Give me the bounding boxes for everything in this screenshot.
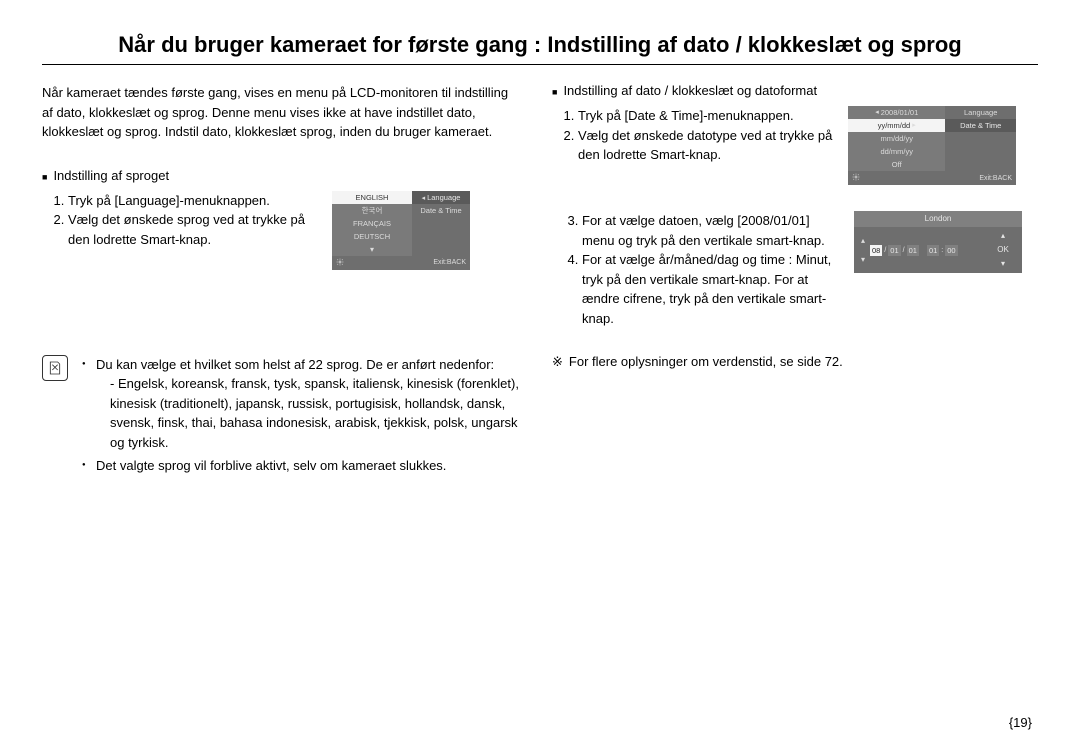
triangle-right-icon: ▸ <box>910 119 916 132</box>
lcd-menu-language-label: Language <box>427 193 460 202</box>
lcd-menu-empty1 <box>412 217 470 230</box>
date-step-1: Tryk på [Date & Time]-menuknappen. <box>578 106 836 126</box>
triangle-up-icon[interactable]: ▴ <box>861 236 865 245</box>
lcd-dateedit-screen: London ▴ ▾ 08/ 01/ 01 01: 00 <box>854 211 1022 273</box>
chevron-down-icon: ▾ <box>370 245 374 254</box>
date-step-2: Vælg det ønskede datotype ved at trykke … <box>578 126 836 165</box>
arrow-down-button[interactable]: ▾ <box>988 257 1018 271</box>
lcd-menu-empty2 <box>412 230 470 243</box>
language-steps: Tryk på [Language]-menuknappen. Vælg det… <box>42 191 322 250</box>
date-part-month[interactable]: 01 <box>888 245 900 256</box>
date-pieces: 08/ 01/ 01 01: 00 <box>868 245 988 256</box>
gear-icon <box>852 173 860 183</box>
note-list: Du kan vælge et hvilket som helst af 22 … <box>82 355 522 480</box>
section-language-heading: ■ Indstilling af sproget <box>42 168 522 183</box>
lcd-menu-language-r[interactable]: Language <box>945 106 1016 119</box>
reference-mark-icon: ※ <box>552 354 563 370</box>
lcd-menu-empty1r <box>945 132 1016 145</box>
lcd-dateformat-screen: ◂2008/01/01 yy/mm/dd▸ mm/dd/yy dd/mm/yy … <box>848 106 1016 185</box>
page-title: Når du bruger kameraet for første gang :… <box>42 28 1038 65</box>
lcd-city-label[interactable]: London <box>854 211 1022 227</box>
date-part-hour[interactable]: 01 <box>927 245 939 256</box>
bullet-square-icon: ■ <box>42 172 47 182</box>
lcd-date-item-0[interactable]: ◂2008/01/01 <box>848 106 945 119</box>
section-date-heading: ■ Indstilling af dato / klokkeslæt og da… <box>552 83 1038 98</box>
lcd-lang-item-korean[interactable]: 한국어 <box>332 204 412 217</box>
intro-text: Når kameraet tændes første gang, vises e… <box>42 83 522 142</box>
date-step-4: For at vælge år/måned/dag og time : Minu… <box>582 250 842 328</box>
lcd-date-item-3[interactable]: dd/mm/yy <box>848 145 945 158</box>
date-part-day[interactable]: 01 <box>907 245 919 256</box>
date-steps-1-2: Tryk på [Date & Time]-menuknappen. Vælg … <box>552 106 836 165</box>
worldtime-note: ※ For flere oplysninger om verdenstid, s… <box>552 354 1038 370</box>
date-part-min[interactable]: 00 <box>945 245 957 256</box>
worldtime-text: For flere oplysninger om verdenstid, se … <box>569 354 843 369</box>
lcd-exit-label[interactable]: Exit:BACK <box>433 259 466 266</box>
ok-button[interactable]: OK <box>988 243 1018 257</box>
date-part-year[interactable]: 08 <box>870 245 882 256</box>
date-steps-3-4: For at vælge datoen, vælg [2008/01/01] m… <box>552 211 842 328</box>
note-line-1-sub: - Engelsk, koreansk, fransk, tysk, spans… <box>96 374 522 452</box>
date-step-3: For at vælge datoen, vælg [2008/01/01] m… <box>582 211 842 250</box>
triangle-down-icon[interactable]: ▾ <box>861 255 865 264</box>
lcd-menu-language[interactable]: ◂Language <box>412 191 470 204</box>
lcd-date-item-0-label: 2008/01/01 <box>881 106 919 119</box>
arrow-up-button[interactable]: ▴ <box>988 229 1018 243</box>
lcd-lang-item-deutsch[interactable]: DEUTSCH <box>332 230 412 243</box>
bullet-square-icon: ■ <box>552 87 557 97</box>
page-number: {19} <box>1009 715 1032 730</box>
lcd-language-screen: ENGLISH 한국어 FRANÇAIS DEUTSCH ▾ ◂Language… <box>332 191 470 270</box>
right-column: ■ Indstilling af dato / klokkeslæt og da… <box>552 83 1038 480</box>
note-line-2: Det valgte sprog vil forblive aktivt, se… <box>82 456 522 476</box>
lcd-menu-datetime-r[interactable]: Date & Time <box>945 119 1016 132</box>
lcd-exit-label-2[interactable]: Exit:BACK <box>979 175 1012 182</box>
lang-step-2: Vælg det ønskede sprog ved at trykke på … <box>68 210 322 249</box>
gear-icon <box>336 258 344 268</box>
section-language-title: Indstilling af sproget <box>53 168 169 183</box>
left-column: Når kameraet tændes første gang, vises e… <box>42 83 522 480</box>
lcd-lang-more-down[interactable]: ▾ <box>332 243 412 256</box>
note-line-1: Du kan vælge et hvilket som helst af 22 … <box>96 357 494 372</box>
lcd-lang-item-english[interactable]: ENGLISH <box>332 191 412 204</box>
lcd-menu-empty3r <box>945 158 1016 171</box>
lcd-lang-item-francais[interactable]: FRANÇAIS <box>332 217 412 230</box>
lcd-date-item-4[interactable]: Off <box>848 158 945 171</box>
lcd-menu-datetime[interactable]: Date & Time <box>412 204 470 217</box>
lcd-date-item-1-label: yy/mm/dd <box>878 119 911 132</box>
lcd-menu-empty2r <box>945 145 1016 158</box>
lcd-menu-empty3 <box>412 243 470 256</box>
note-block: Du kan vælge et hvilket som helst af 22 … <box>42 355 522 480</box>
section-date-title: Indstilling af dato / klokkeslæt og dato… <box>563 83 817 98</box>
lcd-date-item-2[interactable]: mm/dd/yy <box>848 132 945 145</box>
note-icon <box>42 355 68 381</box>
lang-step-1: Tryk på [Language]-menuknappen. <box>68 191 322 211</box>
lcd-date-item-1[interactable]: yy/mm/dd▸ <box>848 119 945 132</box>
